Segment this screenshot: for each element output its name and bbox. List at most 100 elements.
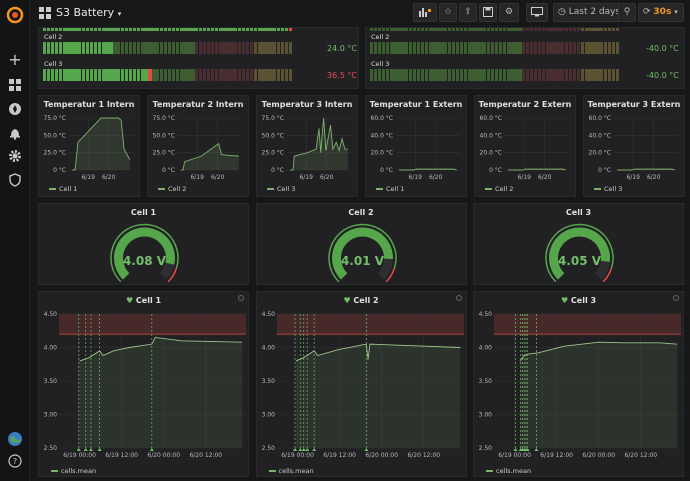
bargauge-segment xyxy=(50,69,55,81)
info-icon[interactable] xyxy=(455,295,462,301)
annotation-marker-icon[interactable] xyxy=(301,448,306,451)
annotation-marker-icon[interactable] xyxy=(513,448,518,451)
annotation-marker-icon[interactable] xyxy=(304,448,309,451)
info-icon[interactable] xyxy=(673,295,679,301)
panel-title[interactable]: Cell 1 xyxy=(130,208,157,217)
temperature-graph-panel[interactable]: Temperatur 3 Extern Cell 3 60.0 °C 40.0 °C 2… xyxy=(583,95,685,197)
annotation-marker-icon[interactable] xyxy=(149,448,154,451)
bargauge-segment xyxy=(234,42,238,54)
temperature-chart[interactable]: 75.0 °C 50.0 °C 25.0 °C 0 °C 6/19 6/20 xyxy=(39,110,141,190)
bargauge-segment xyxy=(580,42,584,54)
legend-item[interactable]: cells.mean xyxy=(51,467,96,475)
temperature-chart[interactable]: 60.0 °C 40.0 °C 20.0 °C 0 °C 6/19 6/20 xyxy=(475,110,577,190)
cell-voltage-graph-panel[interactable]: ♥ Cell 2 cells.mean 4.50 4.00 3.50 3.00 2.50 6/… xyxy=(255,291,468,477)
temperature-graph-panel[interactable]: Temperatur 2 Extern Cell 2 60.0 °C 40.0 °C 2… xyxy=(474,95,576,197)
legend-item[interactable]: cells.mean xyxy=(268,467,314,475)
help-icon[interactable]: ? xyxy=(6,454,24,472)
bargauge-segment xyxy=(163,42,168,54)
voltage-chart[interactable]: 4.50 4.00 3.50 3.00 2.50 6/19 00:00 6/19 12:00… xyxy=(257,306,468,466)
panel-title[interactable]: Temperatur 1 Extern xyxy=(369,100,463,109)
bargauge-segment xyxy=(58,42,62,54)
bargauge-segment xyxy=(405,69,409,81)
voltage-gauge-panel[interactable]: Cell 3 4.05 V xyxy=(473,203,684,285)
panel-title[interactable]: Temperatur 2 Intern xyxy=(152,100,244,109)
legend-item[interactable]: Cell 1 xyxy=(49,185,77,193)
panel-title[interactable]: ♥ Cell 1 xyxy=(125,296,162,305)
annotation-marker-icon[interactable] xyxy=(534,448,539,451)
voltage-chart[interactable]: 4.50 4.00 3.50 3.00 2.50 6/19 00:00 6/19 12:00… xyxy=(39,306,250,466)
cell-temperature-extern-bargauge-panel[interactable]: Cell 2 -40.0 °C Cell 3 -40.0 °C xyxy=(365,27,685,89)
temperature-chart[interactable]: 75.0 °C 50.0 °C 25.0 °C 0 °C 6/19 6/20 xyxy=(257,110,359,190)
star-button[interactable]: ☆ xyxy=(439,3,457,22)
clock-icon: ◷ xyxy=(558,7,566,17)
panel-title[interactable]: Temperatur 1 Intern xyxy=(43,100,135,109)
bell-icon[interactable] xyxy=(6,126,24,144)
info-icon[interactable] xyxy=(238,295,244,301)
share-button[interactable]: ⇪ xyxy=(459,3,477,22)
gauge-value-arc xyxy=(549,227,610,280)
annotation-marker-icon[interactable] xyxy=(88,448,93,451)
y-tick-label: 3.50 xyxy=(44,378,58,385)
bargauge-segment xyxy=(163,69,168,81)
tv-mode-button[interactable] xyxy=(526,3,548,22)
annotation-marker-icon[interactable] xyxy=(311,448,316,451)
temperature-graph-panel[interactable]: Temperatur 3 Intern Cell 3 75.0 °C 50.0 °C 2… xyxy=(256,95,358,197)
dashboard-title[interactable]: S3 Battery ▾ xyxy=(56,6,122,19)
refresh-picker[interactable]: ⟳ 30s ▾ xyxy=(638,3,684,22)
shield-icon[interactable] xyxy=(6,173,24,191)
bargauge-segment xyxy=(269,42,273,54)
panel-title[interactable]: Cell 3 xyxy=(565,208,592,217)
legend-item[interactable]: Cell 3 xyxy=(267,185,295,193)
cell-temperature-bargauge-panel[interactable]: Cell 2 24.0 °C Cell 3 36.5 °C xyxy=(38,27,359,89)
annotation-marker-icon[interactable] xyxy=(363,448,368,451)
dashboards-icon[interactable] xyxy=(6,78,24,96)
temperature-chart[interactable]: 75.0 °C 50.0 °C 25.0 °C 0 °C 6/19 6/20 xyxy=(148,110,250,190)
zoom-out-button[interactable]: ⚲ xyxy=(618,3,636,22)
voltage-gauge-panel[interactable]: Cell 1 4.08 V xyxy=(38,203,249,285)
voltage-chart[interactable]: 4.50 4.00 3.50 3.00 2.50 6/19 00:00 6/19 12:00… xyxy=(474,306,685,466)
bargauge-segment xyxy=(70,28,74,31)
panel-title[interactable]: Cell 2 xyxy=(348,208,374,217)
compass-icon[interactable] xyxy=(6,102,24,120)
cell-voltage-graph-panel[interactable]: ♥ Cell 3 cells.mean 4.50 4.00 3.50 3.00 2.50 6/… xyxy=(473,291,684,477)
save-button[interactable] xyxy=(479,3,497,22)
temperature-chart[interactable]: 60.0 °C 40.0 °C 20.0 °C 0 °C 6/19 6/20 xyxy=(584,110,686,190)
bargauge-segment xyxy=(238,42,242,54)
bargauge-segment xyxy=(533,42,538,54)
bargauge-segment xyxy=(467,69,471,81)
add-panel-button[interactable] xyxy=(413,3,437,22)
panel-title[interactable]: Temperatur 2 Extern xyxy=(478,100,572,109)
temperature-graph-panel[interactable]: Temperatur 2 Intern Cell 2 75.0 °C 50.0 °C 2… xyxy=(147,95,249,197)
temperature-graph-panel[interactable]: Temperatur 1 Extern Cell 1 60.0 °C 40.0 °C 2… xyxy=(365,95,467,197)
annotation-marker-icon[interactable] xyxy=(297,448,302,451)
annotation-marker-icon[interactable] xyxy=(292,448,297,451)
y-tick-label: 20.0 °C xyxy=(589,150,611,157)
bargauge-label: Cell 2 xyxy=(44,33,63,41)
voltage-gauge-panel[interactable]: Cell 2 4.01 V xyxy=(255,203,467,285)
legend-item[interactable]: Cell 2 xyxy=(485,185,513,193)
settings-button[interactable]: ⚙ xyxy=(499,3,519,22)
y-tick-label: 40.0 °C xyxy=(589,132,611,139)
annotation-marker-icon[interactable] xyxy=(83,448,88,451)
avatar[interactable] xyxy=(6,431,24,449)
gear-icon[interactable] xyxy=(6,149,24,167)
legend-item[interactable]: Cell 1 xyxy=(376,185,404,193)
panel-title[interactable]: ♥ Cell 3 xyxy=(560,296,597,305)
annotation-marker-icon[interactable] xyxy=(97,448,102,451)
bargauge-segment xyxy=(93,42,98,54)
panel-title[interactable]: ♥ Cell 2 xyxy=(343,296,379,305)
bargauge-segment xyxy=(615,28,620,31)
legend-item[interactable]: Cell 2 xyxy=(158,185,186,193)
temperature-graph-panel[interactable]: Temperatur 1 Intern Cell 1 75.0 °C 50.0 °C 2… xyxy=(38,95,140,197)
panel-title[interactable]: Temperatur 3 Extern xyxy=(587,100,681,109)
annotation-marker-icon[interactable] xyxy=(525,448,530,451)
legend-item[interactable]: Cell 3 xyxy=(594,185,622,193)
plus-icon[interactable]: + xyxy=(8,50,22,69)
legend-item[interactable]: cells.mean xyxy=(486,467,531,475)
panel-title[interactable]: Temperatur 3 Intern xyxy=(261,100,353,109)
annotation-marker-icon[interactable] xyxy=(76,448,81,451)
temperature-chart[interactable]: 60.0 °C 40.0 °C 20.0 °C 0 °C 6/19 6/20 xyxy=(366,110,468,190)
grafana-logo-icon[interactable] xyxy=(6,6,24,24)
cell-voltage-graph-panel[interactable]: ♥ Cell 1 cells.mean 4.50 4.00 3.50 3.00 2.50 6/… xyxy=(38,291,249,477)
x-tick-label: 6/19 xyxy=(626,174,640,181)
